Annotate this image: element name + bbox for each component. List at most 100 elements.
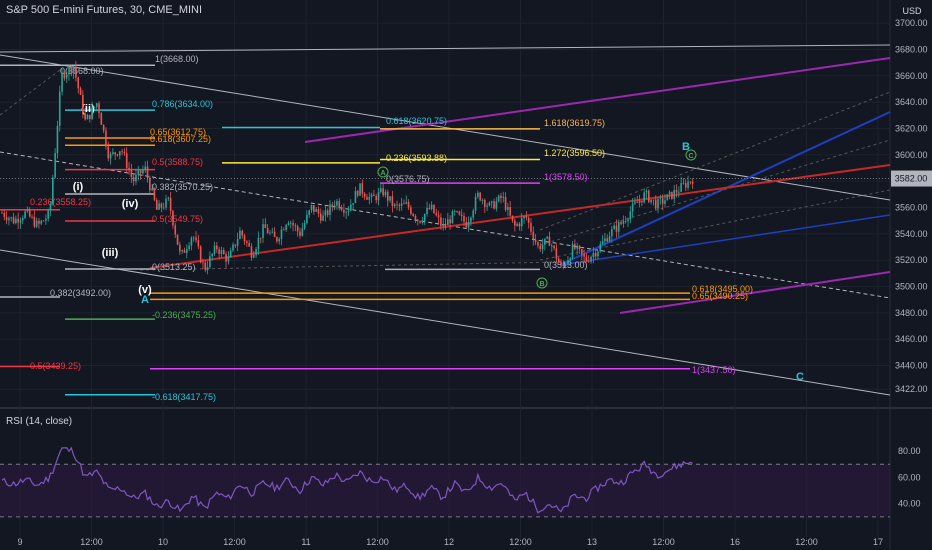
candle-body [176, 234, 179, 245]
last-price-label: 3582.00 [895, 174, 928, 184]
candle-body [350, 204, 352, 211]
candle-body [347, 210, 350, 212]
candle-body [324, 210, 327, 216]
time-tick-label: 12:00 [509, 537, 532, 547]
candle-body [8, 218, 10, 221]
candle-body [220, 250, 223, 255]
candle-body [520, 218, 523, 227]
candle-body [301, 228, 304, 236]
candle-body [495, 201, 498, 209]
fib-label: 0.786(3634.00) [152, 99, 213, 109]
candle-body [146, 166, 149, 178]
candle-body [636, 202, 639, 204]
candle-body [356, 191, 359, 196]
candle-body [262, 224, 264, 238]
candle-body [601, 241, 604, 245]
candle-body [615, 225, 618, 232]
candle-body [497, 195, 500, 202]
time-tick-label: 17 [873, 537, 883, 547]
candle-body [283, 229, 285, 231]
candle-body [336, 201, 338, 206]
fib-label: 1.272(3596.50) [544, 148, 605, 158]
wave-circle [536, 277, 548, 289]
candle-body [574, 244, 576, 249]
candle-body [622, 221, 625, 224]
candle-body [227, 257, 230, 262]
price-axis: USD 3700.00 3680.00 3660.00 3640.00 3620.00 36… [0, 6, 932, 394]
candle-body [308, 210, 311, 215]
candle-body [426, 207, 428, 214]
candle-body [15, 218, 17, 224]
last-price-badge [891, 170, 932, 187]
wave-dash-1 [0, 69, 61, 116]
candle-body [98, 103, 100, 114]
time-axis: 9 12:00 10 12:00 11 12:00 12 12:00 13 12:00 16 12:0… [17, 537, 883, 547]
candle-body [10, 217, 13, 219]
candle-body [620, 222, 622, 224]
candle-body [142, 169, 144, 174]
candle-body [188, 245, 190, 250]
trend-line-upper [0, 54, 891, 201]
candle-body [326, 210, 329, 215]
candle-body [405, 201, 408, 204]
candle-body [289, 222, 292, 224]
candle-body [560, 262, 562, 265]
price-tick-label: 3680.00 [895, 45, 928, 55]
candle-body [112, 152, 114, 154]
candle-body [331, 204, 334, 207]
candle-body [206, 267, 209, 271]
candle-body [477, 192, 479, 197]
candle-body [472, 210, 475, 218]
fib-label: 1(3668.00) [155, 54, 199, 64]
price-tick-label: 3600.00 [895, 150, 928, 160]
candle-body [366, 197, 368, 200]
candle-body [442, 223, 445, 226]
candle-body [149, 177, 151, 191]
candle-body [84, 113, 86, 120]
price-tick-label: 3640.00 [895, 97, 928, 107]
candle-body [437, 215, 440, 218]
channel-dash-2 [539, 139, 891, 246]
candle-body [423, 213, 426, 221]
candle-body [266, 228, 269, 234]
candle-body [594, 253, 597, 257]
candle-body [21, 218, 24, 221]
candle-body [389, 196, 391, 201]
candle-body [643, 192, 645, 203]
candle-body [121, 151, 123, 153]
rsi-pane: 80.00 60.00 40.00 [0, 446, 921, 518]
candle-body [31, 216, 33, 218]
candle-body [647, 190, 650, 203]
candle-body [567, 260, 569, 265]
candle-body [555, 248, 558, 259]
wave-label: (i) [73, 181, 84, 193]
candle-body [657, 199, 659, 209]
candle-body [162, 207, 165, 209]
candle-body [537, 242, 539, 246]
candle-body [202, 262, 204, 264]
candle-body [581, 249, 583, 255]
candle-body [474, 196, 477, 211]
candle-body [319, 213, 322, 221]
candle-body [222, 250, 225, 255]
candle-body [664, 200, 666, 204]
candle-body [130, 170, 133, 178]
candle-body [571, 244, 574, 259]
candle-body [65, 74, 68, 79]
candle-body [109, 153, 112, 159]
candle-body [564, 264, 567, 266]
candle-body [518, 223, 521, 227]
candle-body [213, 245, 216, 254]
candle-body [544, 238, 546, 245]
candle-body [435, 213, 438, 216]
candle-body [12, 217, 15, 224]
candle-body [28, 209, 31, 217]
fib-label: -0.236(3475.25) [152, 310, 216, 320]
candle-body [638, 200, 641, 203]
candle-body [486, 205, 488, 207]
candle-body [666, 194, 669, 201]
channel-bottom-purple [619, 271, 891, 314]
candle-body [386, 191, 389, 201]
candle-body [398, 204, 401, 206]
candle-body [370, 194, 373, 198]
